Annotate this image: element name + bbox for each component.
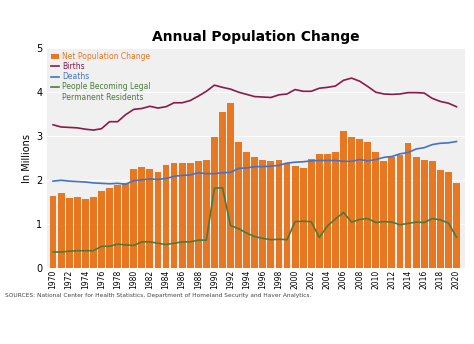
Bar — [171, 163, 177, 268]
Bar — [356, 139, 363, 268]
Bar — [445, 172, 452, 268]
Bar — [122, 183, 129, 268]
Bar — [267, 161, 274, 268]
Bar — [243, 152, 250, 268]
Bar — [292, 166, 299, 268]
Bar — [114, 185, 121, 268]
Bar — [324, 154, 331, 268]
Bar — [195, 161, 202, 268]
Bar — [58, 193, 64, 268]
Bar — [308, 159, 315, 268]
Bar — [437, 170, 444, 268]
Bar — [381, 161, 387, 268]
Bar — [365, 141, 371, 268]
Bar — [332, 152, 339, 268]
Bar — [259, 160, 266, 268]
Bar — [98, 191, 105, 268]
Bar — [235, 142, 242, 268]
Bar — [389, 157, 395, 268]
Bar — [453, 183, 460, 268]
Bar — [251, 157, 258, 268]
Bar — [66, 198, 73, 268]
Bar — [397, 155, 403, 268]
Bar — [300, 168, 307, 268]
Text: SOURCES: National Center for Health Statistics, Department of Homeland Security : SOURCES: National Center for Health Stat… — [5, 292, 311, 298]
Bar — [179, 163, 185, 268]
Bar — [155, 172, 161, 268]
Bar — [74, 197, 81, 268]
Bar — [138, 167, 145, 268]
Bar — [316, 154, 323, 268]
Bar — [82, 199, 89, 268]
Text: Federal Reserve Bank of St. Louis: Federal Reserve Bank of St. Louis — [7, 324, 177, 333]
Bar — [413, 157, 419, 268]
Bar — [163, 165, 169, 268]
Bar — [348, 137, 355, 268]
Legend: Net Population Change, Births, Deaths, People Becoming Legal, Permanent Resident: Net Population Change, Births, Deaths, P… — [51, 52, 151, 101]
Bar — [373, 152, 379, 268]
Bar — [275, 160, 283, 268]
Title: Annual Population Change: Annual Population Change — [152, 30, 360, 44]
Bar — [283, 163, 291, 268]
Y-axis label: In Millions: In Millions — [22, 134, 32, 183]
Bar — [203, 160, 210, 268]
Bar — [429, 161, 436, 268]
Bar — [405, 143, 411, 268]
Bar — [227, 103, 234, 268]
Bar — [219, 112, 226, 268]
Bar — [50, 196, 56, 268]
Bar — [421, 160, 428, 268]
Bar — [130, 169, 137, 268]
Bar — [211, 137, 218, 268]
Bar — [90, 197, 97, 268]
Bar — [146, 169, 153, 268]
Bar — [187, 163, 194, 268]
Bar — [340, 131, 347, 268]
Bar — [106, 188, 113, 268]
